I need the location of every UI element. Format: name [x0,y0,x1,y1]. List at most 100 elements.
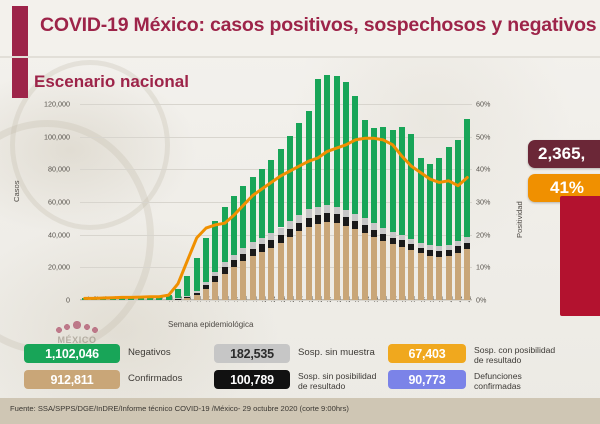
mexico-logo-watermark: MÉXICO [48,316,106,350]
bar-segment [240,185,247,248]
bar-group [427,163,433,300]
bar-segment [324,222,331,300]
positivity-value: 41% [550,178,585,197]
bar-segment [417,242,424,248]
bar-segment [333,75,340,207]
bar-segment [296,222,303,232]
bar-group [175,288,181,300]
bar-segment [315,224,321,300]
header-band [0,0,600,58]
bar-segment [249,248,256,256]
header-accent-bar [12,6,28,98]
bar-group [268,159,275,300]
y2-axis-tick: 0% [476,295,487,305]
bar-segment [277,227,284,235]
bar-segment [436,246,443,251]
bar-segment [361,233,368,300]
page-title: COVID-19 México: casos positivos, sospec… [40,14,597,36]
bar-segment [399,246,405,300]
bar-segment [371,223,377,230]
bar-group [249,176,256,300]
bar-segment [259,251,265,300]
bar-segment [389,130,396,232]
legend-value-pill: 90,773 [388,370,466,389]
y-axis-tick: 40,000 [48,230,70,240]
bar-segment [427,245,433,251]
bar-segment [324,74,331,206]
total-cases-value: 2,365, [538,144,586,163]
bar-segment [221,267,228,274]
bar-group [371,128,377,300]
bar-group [361,120,368,300]
y-axis-tick: 100,000 [44,132,70,142]
y-axis-tick: 0 [66,295,70,305]
bar-segment [389,231,396,238]
covid-chart: Casos Positividad Semana epidemiológica … [12,74,528,338]
bar-segment [436,158,443,247]
legend-label: Sosp. con posibilidad de resultado [474,345,556,365]
bar-group [287,136,293,300]
bar-segment [333,214,340,224]
bar-segment [455,252,461,300]
bar-group [408,134,415,300]
y2-axis-tick: 30% [476,197,491,207]
bar-segment [165,294,172,300]
bar-segment [259,169,265,238]
bar-segment [203,285,209,290]
bar-segment [296,123,303,215]
bar-segment [193,258,200,291]
legend-value-pill: 100,789 [214,370,290,389]
footer-band [0,398,600,424]
bar-segment [231,267,237,300]
bar-segment [417,247,424,254]
bar-segment [445,255,452,300]
bar-segment [333,206,340,215]
grid-line [80,136,472,138]
y-axis-tick: 20,000 [48,262,70,272]
bar-group [315,79,321,300]
bar-group [165,294,172,300]
bar-segment [221,206,228,263]
bar-group [380,126,387,300]
bar-segment [445,245,452,251]
bar-segment [175,299,181,300]
bar-segment [464,242,471,250]
bar-segment [455,139,461,242]
bar-segment [212,221,219,272]
bar-segment [361,120,368,219]
legend-value-pill: 1,102,046 [24,344,120,363]
bar-segment [371,229,377,238]
bar-segment [305,226,312,300]
bar-group [221,206,228,300]
y2-axis-label: Positividad [515,201,524,238]
y-axis-tick: 120,000 [44,99,70,109]
bar-segment [287,237,293,300]
source-note: Fuente: SSA/SPPS/DGE/InDRE/Informe técni… [10,404,349,413]
header-divider [0,56,600,58]
bar-segment [221,262,228,268]
y2-axis-tick: 60% [476,99,491,109]
bar-segment [212,282,219,300]
bar-segment [408,243,415,251]
legend-label: Defunciones confirmadas [474,371,522,391]
bar-segment [212,271,219,277]
bar-group [193,258,200,300]
bar-segment [427,163,433,246]
bar-segment [249,255,256,300]
bar-segment [315,79,321,207]
bar-group [259,169,265,300]
bar-segment [343,217,349,226]
bar-group [417,157,424,300]
bar-segment [287,221,293,229]
bar-segment [399,127,405,235]
background-swirl [10,60,170,230]
bar-group [436,158,443,300]
bar-segment [399,240,405,247]
y-axis-tick: 60,000 [48,197,70,207]
bar-segment [277,234,284,243]
bar-group [184,276,191,300]
bar-segment [240,247,247,254]
bar-segment [324,205,331,214]
y-axis-tick: 80,000 [48,164,70,174]
bar-segment [184,295,191,297]
